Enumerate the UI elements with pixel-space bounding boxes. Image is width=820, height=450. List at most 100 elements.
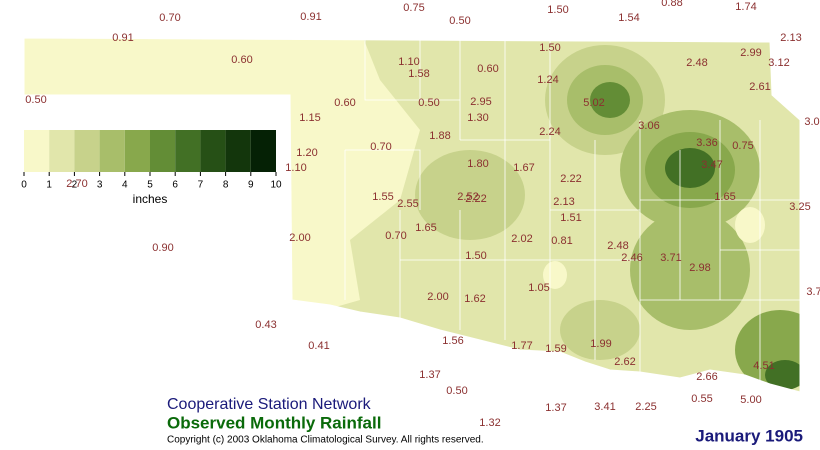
station-value: 0.50: [446, 385, 467, 397]
station-value: 0.91: [112, 32, 133, 44]
station-value: 0.60: [477, 63, 498, 75]
station-value: 0.60: [231, 54, 252, 66]
station-value: 1.10: [398, 56, 419, 68]
station-value: 0.41: [308, 340, 329, 352]
legend-swatch: [200, 130, 226, 172]
legend-tick-label: 10: [270, 180, 282, 191]
station-value: 2.00: [427, 291, 448, 303]
station-value: 2.52: [457, 191, 478, 203]
station-value: 0.50: [418, 97, 439, 109]
legend-swatch: [150, 130, 176, 172]
legend-swatch: [124, 130, 150, 172]
station-value: 1.37: [545, 402, 566, 414]
station-value: 1.80: [467, 158, 488, 170]
station-value: 3.0: [804, 116, 819, 128]
station-value: 3.71: [660, 252, 681, 264]
station-value: 0.75: [732, 140, 753, 152]
legend-swatch: [250, 130, 276, 172]
station-value: 2.98: [689, 262, 710, 274]
station-value: 1.62: [464, 293, 485, 305]
station-value: 1.88: [429, 130, 450, 142]
legend-swatch: [49, 130, 75, 172]
station-value: 2.62: [614, 356, 635, 368]
station-value: 2.22: [560, 173, 581, 185]
station-value: 2.13: [553, 196, 574, 208]
station-value: 1.20: [296, 147, 317, 159]
station-value: 2.22: [465, 193, 486, 205]
legend-swatch: [175, 130, 201, 172]
station-value: 1.32: [479, 417, 500, 429]
legend-swatch: [99, 130, 125, 172]
station-value: 0.55: [691, 393, 712, 405]
station-value: 0.91: [300, 11, 321, 23]
station-value: 2.13: [780, 32, 801, 44]
station-value: 2.66: [696, 371, 717, 383]
map-title: Observed Monthly Rainfall: [167, 413, 381, 432]
station-value: 1.50: [539, 42, 560, 54]
station-value: 1.59: [545, 343, 566, 355]
legend-swatch: [225, 130, 251, 172]
legend-swatch: [24, 130, 50, 172]
legend-tick-label: 6: [172, 180, 178, 191]
legend-tick-label: 5: [147, 180, 153, 191]
station-value: 1.10: [285, 162, 306, 174]
legend-tick-label: 4: [122, 180, 128, 191]
station-value: 2.24: [539, 126, 560, 138]
station-value: 2.48: [607, 240, 628, 252]
station-value: 1.30: [467, 112, 488, 124]
station-value: 3.06: [638, 120, 659, 132]
station-value: 1.50: [547, 4, 568, 16]
station-value: 0.88: [661, 0, 682, 9]
period: January 1905: [695, 426, 803, 445]
legend: 0 1 2 3 4 5 6 7 8 9 10: [21, 130, 282, 191]
station-value: 0.60: [334, 97, 355, 109]
station-value: 3.41: [594, 401, 615, 413]
station-value: 1.50: [465, 250, 486, 262]
legend-tick-label: 1: [46, 180, 52, 191]
station-value: 1.05: [528, 282, 549, 294]
copyright: Copyright (c) 2003 Oklahoma Climatologic…: [167, 435, 484, 446]
station-value: 2.95: [470, 96, 491, 108]
station-value: 1.74: [735, 1, 756, 13]
station-value: 1.15: [299, 112, 320, 124]
station-value: 3.47: [701, 159, 722, 171]
legend-tick-label: 7: [198, 180, 204, 191]
station-value: 0.81: [551, 235, 572, 247]
station-value: 0.70: [385, 230, 406, 242]
station-value: 4.51: [753, 360, 774, 372]
legend-unit: inches: [133, 192, 168, 206]
legend-tick-label: 3: [97, 180, 103, 191]
station-value: 0.50: [449, 15, 470, 27]
station-value: 1.65: [415, 222, 436, 234]
station-value: 1.58: [408, 68, 429, 80]
station-value: 2.02: [511, 233, 532, 245]
station-value: 3.36: [696, 137, 717, 149]
station-value: 2.55: [397, 198, 418, 210]
legend-tick-label: 9: [248, 180, 254, 191]
station-value: 2.99: [740, 47, 761, 59]
legend-tick-label: 2: [72, 180, 78, 191]
station-value: 1.55: [372, 191, 393, 203]
station-value: 3.12: [768, 57, 789, 69]
station-value: 2.61: [749, 81, 770, 93]
station-value: 5.02: [583, 97, 604, 109]
station-value: 1.67: [513, 162, 534, 174]
station-value: 1.99: [590, 338, 611, 350]
station-value: 0.70: [370, 141, 391, 153]
station-value: 0.43: [255, 319, 276, 331]
station-value: 0.90: [152, 242, 173, 254]
station-value: 1.37: [419, 369, 440, 381]
station-value: 3.25: [789, 201, 810, 213]
station-value: 2.70: [66, 178, 87, 190]
station-value: 0.70: [159, 12, 180, 24]
network-label: Cooperative Station Network: [167, 396, 372, 413]
station-value: 2.48: [686, 57, 707, 69]
station-value: 1.77: [511, 340, 532, 352]
state-border: [23, 37, 801, 393]
legend-swatch: [74, 130, 100, 172]
legend-tick-label: 8: [223, 180, 229, 191]
station-value: 1.65: [714, 191, 735, 203]
station-value: 2.46: [621, 252, 642, 264]
